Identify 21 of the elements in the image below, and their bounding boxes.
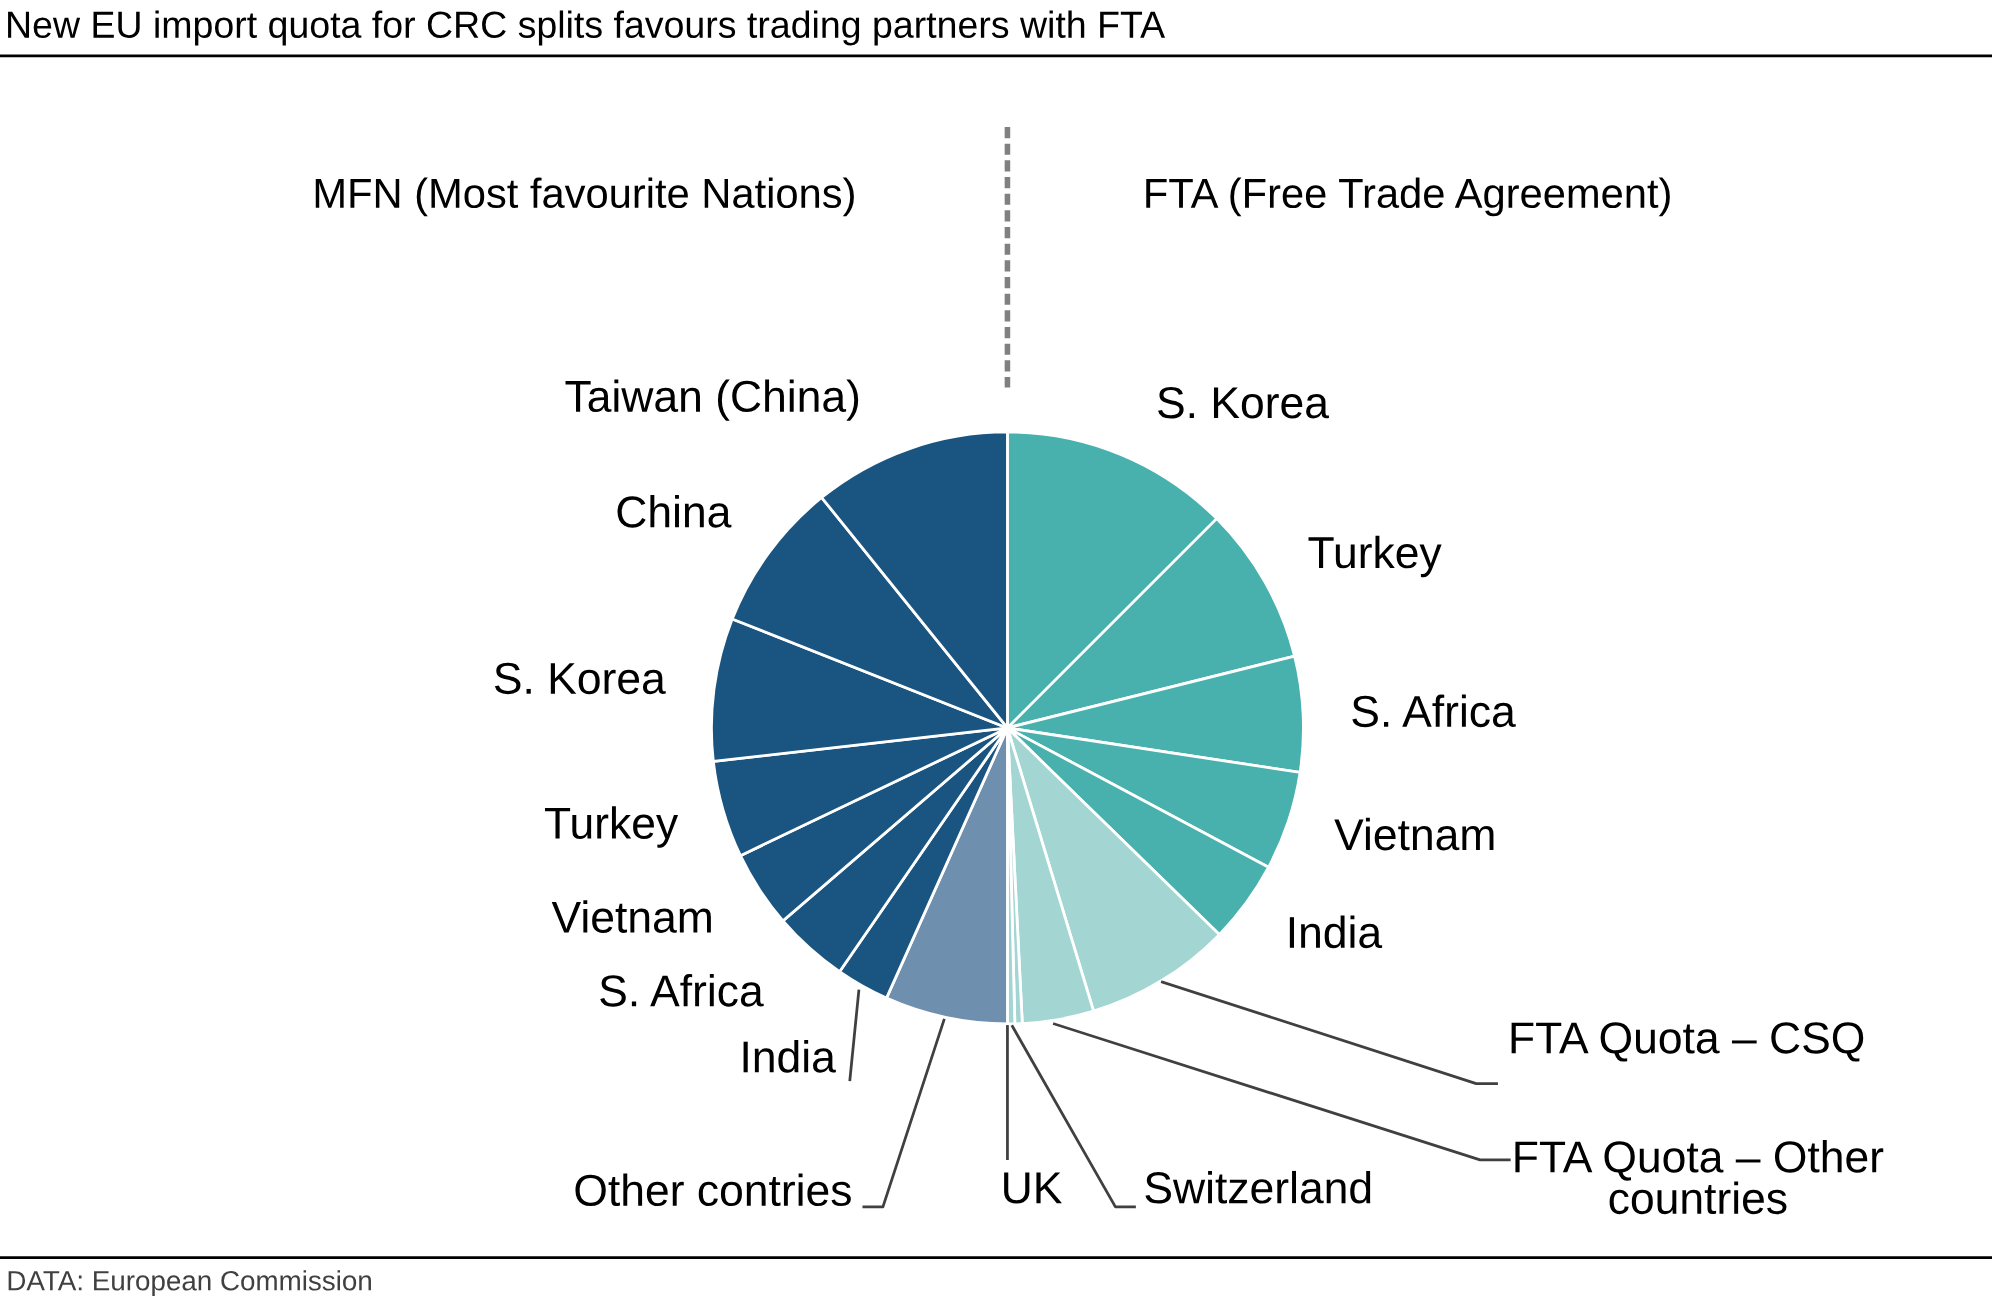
chart-title: New EU import quota for CRC splits favours trading partners with FTA (8, 10, 1166, 46)
slice-label: Vietnam (1334, 817, 1494, 851)
slice-label: S. Korea (1158, 386, 1329, 419)
slice-label: Turkey (1308, 535, 1442, 578)
slice-label: FTA Quota – CSQ (1511, 1022, 1864, 1062)
slice-label: UK (1004, 1172, 1062, 1204)
slice-label: China (617, 495, 732, 528)
text: DATA: European Commission (8, 1270, 371, 1297)
slice-label: S. Africa (600, 974, 764, 1007)
slice-label: Turkey (544, 806, 679, 848)
slice-label: India (1289, 915, 1383, 949)
slice-label: S. Korea (494, 662, 666, 695)
text: MFN (Most favourite Nations) (315, 177, 854, 217)
slice-label: Switzerland (1145, 1170, 1371, 1204)
slice-label: Other contries (575, 1173, 851, 1207)
slice-label: Vietnam (551, 900, 711, 933)
slice-label: Taiwan (China) (565, 379, 859, 421)
slice-label: S. Africa (1352, 694, 1516, 728)
text: FTA (Free Trade Agreement) (1146, 177, 1670, 217)
slice-label: FTA Quota – Other countries (1515, 1140, 1884, 1215)
slice-label: India (743, 1040, 836, 1073)
